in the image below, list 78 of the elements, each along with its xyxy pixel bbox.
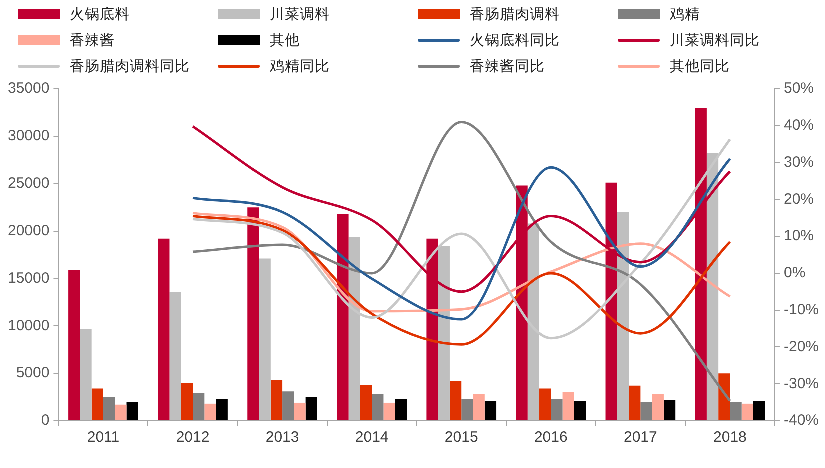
legend-label: 鸡精同比	[270, 58, 330, 76]
legend-label: 川菜调料	[270, 6, 330, 24]
line-series	[192, 158, 732, 321]
bar	[248, 208, 260, 420]
x-tick-label: 2012	[176, 429, 210, 446]
bar	[360, 384, 372, 420]
x-tick-label: 2016	[534, 429, 568, 446]
y2-tick-label: -40%	[784, 412, 820, 430]
bar	[158, 238, 170, 420]
bar	[753, 401, 766, 420]
bar	[193, 393, 205, 420]
bar	[259, 258, 271, 420]
bar	[742, 404, 754, 420]
bar	[450, 381, 462, 420]
bar	[664, 400, 676, 420]
bar	[337, 214, 349, 420]
legend-label: 其他同比	[670, 58, 730, 76]
bar	[473, 394, 485, 420]
y2-tick-label: 50%	[784, 80, 814, 98]
x-tick-label: 2013	[266, 429, 300, 446]
legend-label: 香辣酱	[70, 32, 115, 50]
bar	[562, 392, 574, 420]
bar	[384, 402, 396, 420]
y-tick-label: 15000	[8, 270, 50, 287]
bar	[718, 374, 730, 420]
legend-label: 川菜调料同比	[670, 32, 760, 50]
x-tick-label: 2017	[624, 429, 658, 446]
bar	[540, 388, 552, 420]
y-tick-label: 5000	[16, 364, 50, 382]
x-tick-label: 2014	[355, 429, 389, 446]
bar	[282, 392, 294, 420]
legend-label: 火锅底料同比	[470, 32, 560, 50]
y2-tick-label: 20%	[784, 190, 814, 208]
y2-tick-label: 40%	[784, 117, 814, 134]
y2-tick-label: -10%	[784, 301, 820, 318]
bar	[92, 388, 104, 420]
bar	[640, 402, 652, 420]
bar	[294, 402, 306, 420]
bar	[395, 399, 407, 420]
y2-tick-label: 0%	[784, 264, 806, 282]
bar	[68, 270, 80, 420]
bar	[551, 399, 563, 420]
y-tick-label: 10000	[8, 317, 50, 334]
bar	[126, 402, 138, 420]
y2-tick-label: -30%	[784, 375, 820, 392]
bar	[629, 386, 641, 420]
bar	[372, 394, 384, 420]
y2-tick-label: 10%	[784, 228, 814, 245]
bar	[306, 397, 318, 420]
bar	[103, 397, 116, 420]
y-tick-label: 35000	[8, 80, 50, 98]
bar	[270, 380, 283, 420]
legend-label: 鸡精	[670, 6, 700, 24]
y-tick-label: 0	[41, 412, 50, 430]
y-tick-label: 25000	[8, 175, 50, 192]
y-tick-label: 20000	[8, 222, 50, 240]
legend-label: 香肠腊肉调料同比	[70, 58, 190, 76]
y2-tick-label: -20%	[784, 338, 820, 356]
line-series	[192, 215, 732, 346]
bar	[484, 401, 497, 420]
x-tick-label: 2015	[444, 429, 478, 446]
bar	[652, 394, 664, 420]
legend-label: 其他	[270, 32, 300, 50]
bar	[216, 399, 228, 420]
bar	[574, 401, 586, 420]
legend-label: 香辣酱同比	[470, 58, 545, 76]
bar	[80, 328, 92, 420]
bar	[181, 383, 194, 420]
x-tick-label: 2011	[87, 429, 120, 446]
y-tick-label: 30000	[8, 128, 50, 145]
legend-label: 香肠腊肉调料	[470, 6, 560, 24]
bar	[115, 404, 127, 420]
legend-label: 火锅底料	[70, 6, 130, 24]
y2-tick-label: 30%	[784, 154, 814, 171]
x-tick-label: 2018	[714, 429, 747, 446]
bar	[204, 404, 216, 420]
bar	[170, 292, 182, 420]
bar	[462, 399, 474, 420]
